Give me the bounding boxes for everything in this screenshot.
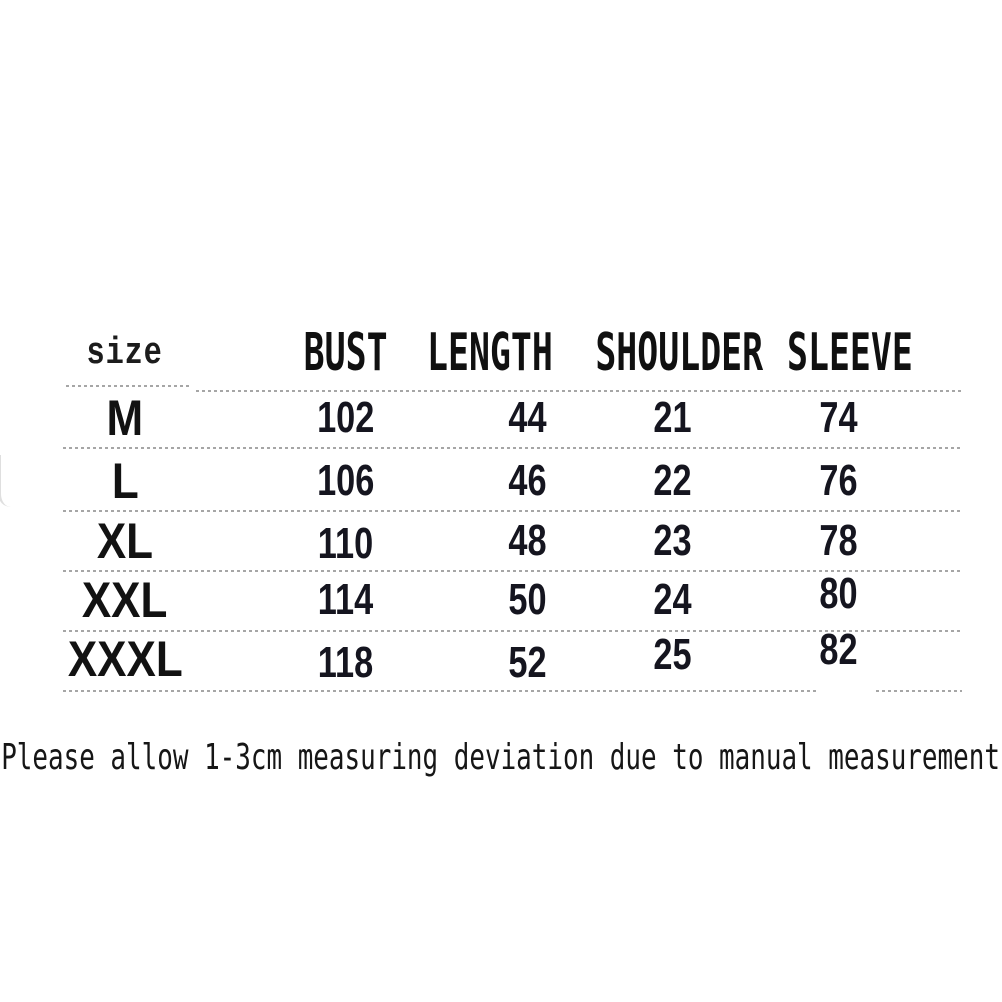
header-cell-bust: BUST (263, 323, 428, 383)
shoulder-cell: 23 (590, 515, 755, 567)
bust-cell: 118 (263, 633, 428, 687)
header-divider (196, 390, 964, 392)
shoulder-cell: 25 (590, 630, 755, 685)
shoulder-cell: 22 (590, 455, 755, 507)
length-cell: 52 (445, 633, 610, 687)
bottom-divider-right-segment (876, 690, 962, 692)
header-divider-size-segment (66, 385, 190, 387)
table-row: M 102 44 21 74 (0, 390, 1002, 446)
length-value: 50 (508, 575, 547, 624)
sleeve-value: 82 (819, 625, 858, 674)
length-cell: 48 (445, 515, 610, 567)
size-label: M (106, 390, 144, 446)
row-label-cell: XL (58, 513, 192, 569)
bust-cell: 102 (263, 392, 428, 444)
size-label: XXXL (67, 631, 183, 687)
row-divider (63, 447, 962, 449)
sleeve-value: 78 (819, 516, 858, 565)
sleeve-value: 74 (819, 393, 858, 442)
bottom-divider-left-segment (63, 690, 818, 692)
bust-cell: 106 (263, 455, 428, 507)
measurement-note: Please allow 1-3cm measuring deviation d… (0, 734, 1002, 780)
row-label-cell: XXXL (58, 631, 192, 687)
bust-cell: 114 (263, 574, 428, 626)
length-cell: 44 (445, 392, 610, 444)
bust-cell: 110 (263, 515, 428, 568)
size-label: XXL (82, 572, 168, 628)
bust-value: 106 (316, 456, 375, 505)
length-value: 46 (508, 456, 547, 505)
shoulder-value: 25 (653, 630, 692, 679)
row-divider (63, 510, 962, 512)
column-header-size: size (86, 331, 164, 375)
column-header-shoulder: SHOULDER (595, 323, 764, 383)
row-divider (63, 570, 962, 572)
header-cell-size: size (58, 324, 192, 382)
length-cell: 50 (445, 574, 610, 626)
length-cell: 46 (445, 455, 610, 507)
sleeve-value: 80 (819, 569, 858, 618)
shoulder-value: 22 (653, 456, 692, 505)
sleeve-cell: 78 (756, 515, 921, 567)
shoulder-value: 23 (653, 516, 692, 565)
table-header-row: size BUST LENGTH SHOULDER SLEEVE (0, 323, 1002, 383)
length-value: 48 (508, 516, 547, 565)
table-row: XL 110 48 23 78 (0, 513, 1002, 569)
sleeve-cell: 80 (756, 569, 921, 626)
bust-value: 114 (317, 575, 374, 624)
bust-value: 102 (316, 393, 375, 442)
table-row: L 106 46 22 76 (0, 453, 1002, 509)
size-label: L (111, 453, 139, 509)
row-label-cell: L (58, 453, 192, 509)
bust-value: 118 (317, 638, 374, 687)
bust-value: 110 (317, 519, 374, 568)
shoulder-cell: 24 (590, 574, 755, 626)
scan-edge-artifact (0, 455, 11, 507)
shoulder-cell: 21 (590, 392, 755, 444)
header-cell-sleeve: SLEEVE (767, 323, 932, 383)
table-row: XXL 114 50 24 80 (0, 569, 1002, 628)
size-label: XL (96, 513, 154, 569)
sleeve-value: 76 (819, 456, 858, 505)
row-label-cell: XXL (58, 572, 192, 628)
column-header-sleeve: SLEEVE (786, 323, 913, 383)
sleeve-cell: 74 (756, 392, 921, 444)
column-header-length: LENGTH (426, 323, 553, 383)
length-value: 44 (508, 393, 547, 442)
column-header-bust: BUST (303, 323, 388, 383)
sleeve-cell: 76 (756, 455, 921, 507)
sleeve-cell: 82 (756, 625, 921, 685)
shoulder-value: 24 (653, 575, 692, 624)
header-cell-length: LENGTH (407, 323, 572, 383)
table-row: XXXL 118 52 25 82 (0, 625, 1002, 687)
shoulder-value: 21 (653, 393, 692, 442)
length-value: 52 (508, 638, 547, 687)
row-divider (63, 630, 962, 632)
header-cell-shoulder: SHOULDER (595, 323, 764, 383)
row-label-cell: M (58, 390, 192, 446)
measurement-note-text: Please allow 1-3cm measuring deviation d… (1, 736, 1001, 778)
